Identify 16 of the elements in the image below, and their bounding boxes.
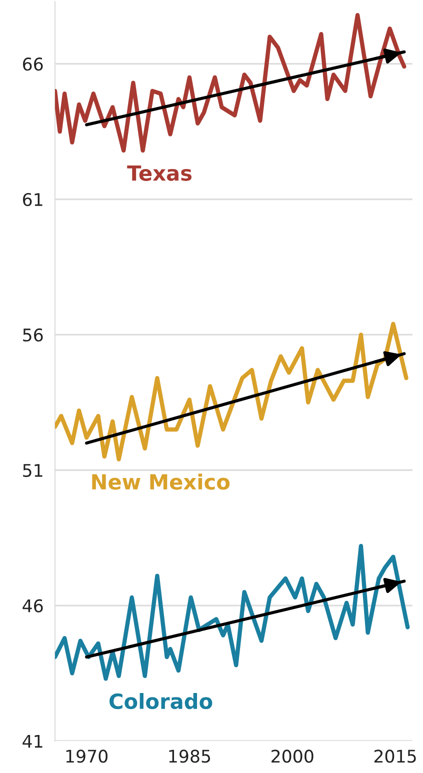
line-series [54, 322, 408, 462]
y-tick-label: 51 [23, 464, 42, 477]
y-tick-label: 41 [22, 734, 42, 748]
y-tick-label: 46 [22, 599, 43, 612]
series-label: Texas [127, 165, 192, 181]
x-tick-label: 2015 [374, 750, 416, 763]
y-tick-label: 61 [23, 192, 42, 206]
line-series [54, 13, 406, 153]
line-series [54, 544, 410, 681]
x-tick-label: 1985 [169, 750, 210, 763]
series-label: New Mexico [92, 474, 230, 490]
y-tick-label: 66 [23, 58, 43, 71]
x-tick-label: 1970 [66, 750, 108, 763]
x-tick-label: 2000 [272, 750, 314, 763]
y-tick-label: 56 [23, 328, 43, 342]
series-label: Colorado [110, 693, 212, 710]
